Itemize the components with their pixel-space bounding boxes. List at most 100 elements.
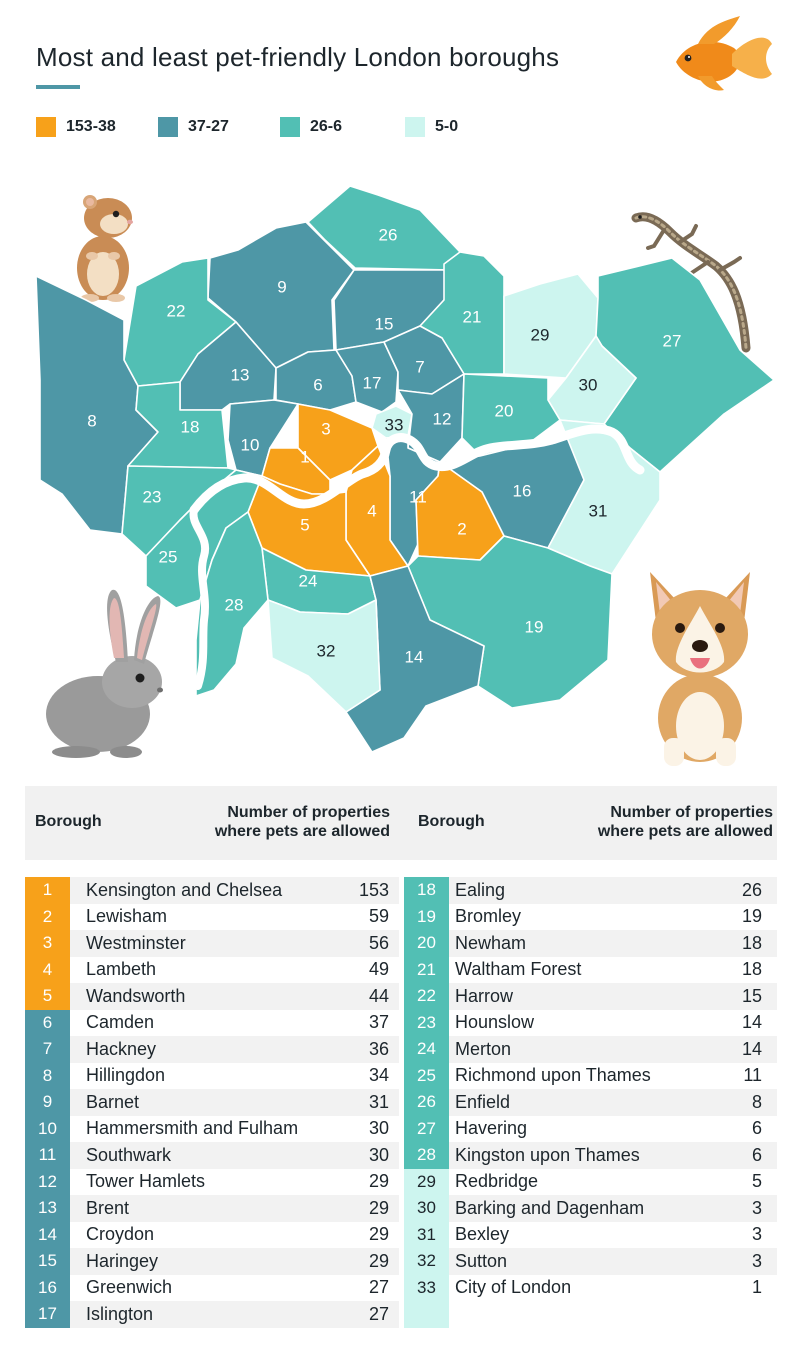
rank-strip-filler (404, 1301, 449, 1328)
borough-label-29: 29 (531, 325, 550, 344)
borough-label-4: 4 (367, 501, 376, 520)
pet-property-count: 18 (741, 932, 762, 953)
legend-label-3: 26-6 (310, 118, 343, 135)
pet-property-count: 3 (751, 1197, 762, 1218)
column-header-count-right-line1: Number of properties (610, 804, 773, 821)
borough-name: Hackney (86, 1038, 157, 1059)
borough-region-32 (267, 599, 381, 713)
borough-name: Westminster (86, 932, 186, 953)
rank-cell: 10 (25, 1115, 70, 1142)
borough-label-14: 14 (405, 647, 424, 666)
rank-cell: 24 (404, 1036, 449, 1063)
pet-property-count: 29 (368, 1224, 389, 1245)
column-header-count-left-line2: where pets are allowed (214, 823, 390, 840)
table-row: 3 Westminster 56 (25, 930, 399, 957)
table-row: 16 Greenwich 27 (25, 1274, 399, 1301)
column-header-count-right-line2: where pets are allowed (597, 823, 773, 840)
borough-label-23: 23 (143, 487, 162, 506)
borough-name: Lambeth (86, 959, 157, 980)
rank-cell: 6 (25, 1009, 70, 1036)
borough-name: Croydon (86, 1224, 155, 1245)
borough-label-5: 5 (300, 515, 309, 534)
rank-cell: 2 (25, 903, 70, 930)
rank-cell: 27 (404, 1115, 449, 1142)
pet-property-count: 31 (368, 1091, 389, 1112)
borough-name: Camden (86, 1012, 155, 1033)
pet-property-count: 14 (741, 1012, 762, 1033)
borough-label-18: 18 (181, 417, 200, 436)
table-column-left: 1 Kensington and Chelsea 153 2 Lewisham 59 3 We… (25, 877, 399, 1328)
pet-property-count: 1 (751, 1277, 762, 1298)
legend-swatch-2 (158, 117, 178, 137)
pet-property-count: 56 (368, 932, 389, 953)
rank-cell: 18 (404, 877, 449, 904)
borough-name: Hammersmith and Fulham (86, 1118, 299, 1139)
pet-property-count: 19 (741, 906, 762, 927)
pet-property-count: 29 (368, 1250, 389, 1271)
borough-label-22: 22 (167, 301, 186, 320)
borough-label-28: 28 (225, 595, 244, 614)
rank-cell: 33 (404, 1274, 449, 1301)
borough-name: Hounslow (455, 1012, 535, 1033)
table-row: 28 Kingston upon Thames 6 (404, 1142, 777, 1169)
rank-cell: 9 (25, 1089, 70, 1116)
borough-name: City of London (455, 1277, 572, 1298)
pet-property-count: 6 (751, 1144, 762, 1165)
borough-name: Barnet (86, 1091, 140, 1112)
rank-cell: 11 (25, 1142, 70, 1169)
rank-cell: 3 (25, 930, 70, 957)
borough-label-7: 7 (415, 357, 424, 376)
borough-name: Haringey (86, 1250, 159, 1271)
borough-region-21 (419, 251, 505, 375)
table-row: 18 Ealing 26 (404, 877, 777, 904)
legend-item-3: 26-6 (280, 116, 342, 138)
rank-cell: 1 (25, 877, 70, 904)
table-row: 6 Camden 37 (25, 1009, 399, 1036)
borough-name: Ealing (455, 879, 506, 900)
title-underline (36, 85, 80, 89)
river-thames (189, 424, 645, 515)
table-column-right: 18 Ealing 26 19 Bromley 19 20 Newham 18 21 Waltham… (404, 877, 777, 1328)
pet-property-count: 34 (368, 1065, 389, 1086)
pet-property-count: 30 (368, 1144, 389, 1165)
pet-property-count: 3 (751, 1224, 762, 1245)
pet-property-count: 30 (368, 1118, 389, 1139)
table-row: 12 Tower Hamlets 29 (25, 1168, 399, 1195)
rabbit-icon (46, 589, 163, 758)
rank-cell: 30 (404, 1195, 449, 1222)
pet-property-count: 26 (741, 879, 762, 900)
borough-label-16: 16 (513, 481, 532, 500)
legend-label-1: 153-38 (66, 118, 116, 135)
pet-property-count: 44 (368, 985, 389, 1006)
table-row: 13 Brent 29 (25, 1195, 399, 1222)
borough-name: Greenwich (86, 1277, 173, 1298)
pet-property-count: 49 (368, 959, 389, 980)
table-row: 15 Haringey 29 (25, 1248, 399, 1275)
rank-cell: 8 (25, 1062, 70, 1089)
rank-cell: 12 (25, 1168, 70, 1195)
borough-name: Merton (455, 1038, 512, 1059)
rank-cell: 22 (404, 983, 449, 1010)
borough-label-6: 6 (313, 375, 322, 394)
rank-cell: 5 (25, 983, 70, 1010)
pet-property-count: 27 (368, 1277, 389, 1298)
borough-label-17: 17 (363, 373, 382, 392)
table-row: 9 Barnet 31 (25, 1089, 399, 1116)
borough-label-12: 12 (433, 409, 452, 428)
borough-label-3: 3 (321, 419, 330, 438)
hamster-icon (77, 195, 133, 302)
pet-property-count: 3 (751, 1250, 762, 1271)
legend-item-4: 5-0 (405, 116, 458, 138)
borough-label-8: 8 (87, 411, 96, 430)
table-row: 32 Sutton 3 (404, 1248, 777, 1275)
pet-property-count: 14 (741, 1038, 762, 1059)
borough-name: Wandsworth (86, 985, 186, 1006)
rank-cell: 19 (404, 903, 449, 930)
table-row: 4 Lambeth 49 (25, 956, 399, 983)
borough-name: Islington (86, 1303, 154, 1324)
rank-cell: 15 (25, 1248, 70, 1275)
rank-cell: 28 (404, 1142, 449, 1169)
table-row: 2 Lewisham 59 (25, 903, 399, 930)
rank-cell: 13 (25, 1195, 70, 1222)
borough-label-9: 9 (277, 277, 286, 296)
